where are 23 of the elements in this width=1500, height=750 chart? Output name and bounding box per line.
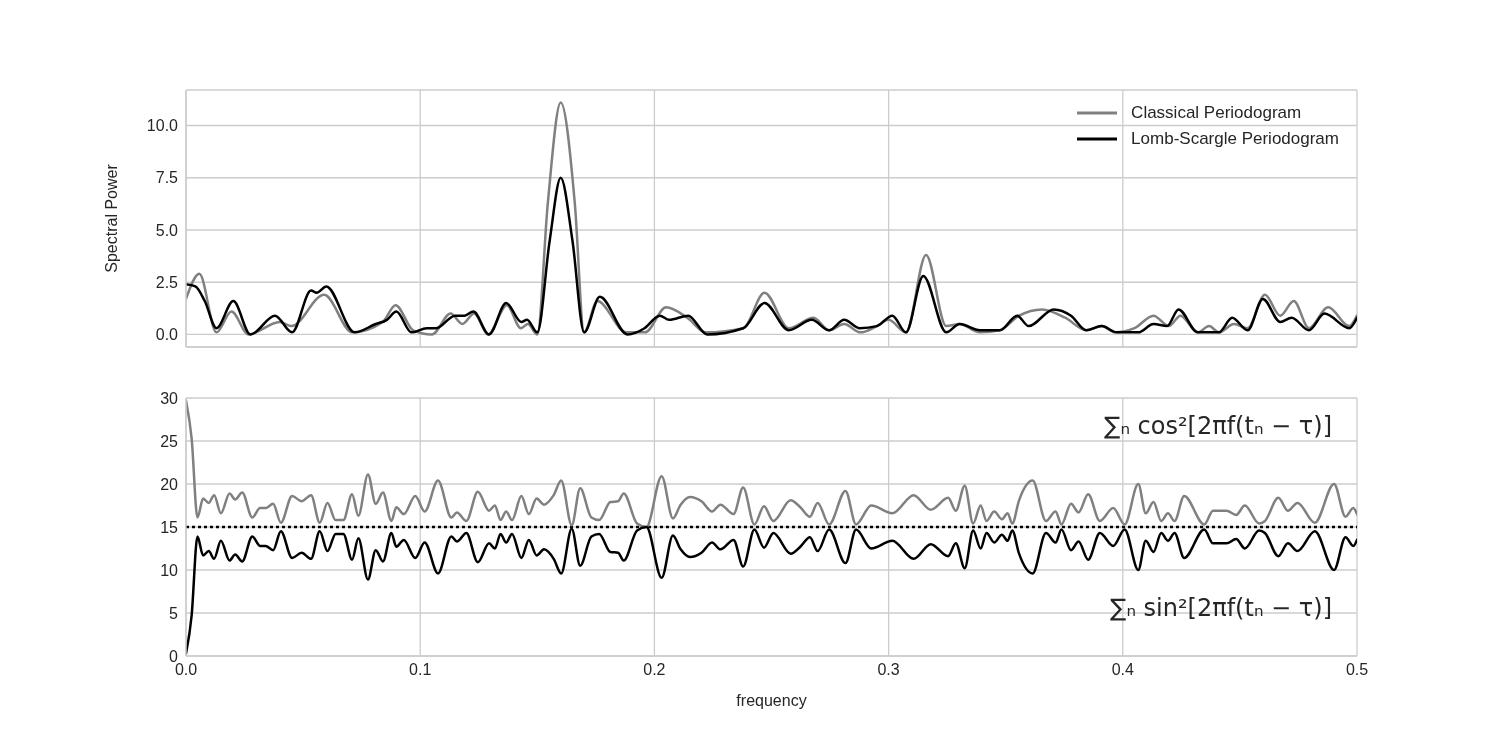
y-tick-label: 10.0 — [146, 117, 179, 135]
line-series — [186, 176, 1357, 336]
y-tick-label: 7.5 — [155, 169, 179, 187]
annotation: ∑ₙ sin²[2πf(tₙ − τ)] — [1110, 594, 1332, 622]
x-tick-label: 0.2 — [643, 661, 666, 679]
y-tick-label: 0.0 — [155, 326, 179, 344]
x-tick-label: 0.3 — [877, 661, 900, 679]
x-tick-label: 0.5 — [1345, 661, 1369, 679]
y-tick-label: 25 — [160, 432, 179, 450]
y-tick-label: 5 — [169, 604, 179, 622]
y-tick-label: 2.5 — [155, 273, 179, 291]
x-axis-title: frequency — [736, 692, 807, 709]
y-axis-title: Spectral Power — [102, 163, 120, 273]
y-tick-label: 20 — [160, 475, 179, 493]
x-tick-label: 0.1 — [409, 661, 432, 679]
annotation: ∑ₙ cos²[2πf(tₙ − τ)] — [1104, 412, 1332, 440]
legend-label: Classical Periodogram — [1131, 103, 1302, 123]
x-tick-label: 0.4 — [1111, 661, 1135, 679]
y-tick-label: 5.0 — [155, 221, 179, 239]
legend-label: Lomb-Scargle Periodogram — [1131, 129, 1339, 149]
y-tick-label: 30 — [160, 389, 179, 407]
y-tick-label: 15 — [160, 518, 179, 536]
y-tick-label: 10 — [160, 561, 179, 579]
